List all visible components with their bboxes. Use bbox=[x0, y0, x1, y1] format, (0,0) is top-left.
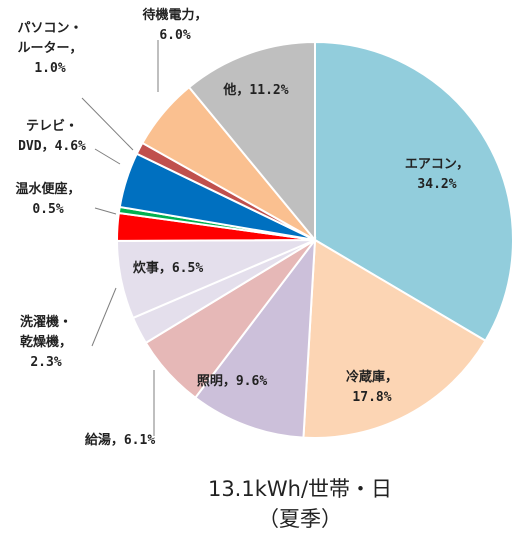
slice-label-line: 他，11.2% bbox=[222, 82, 288, 98]
leader-line bbox=[94, 207, 117, 215]
slice-label: 給湯，6.1% bbox=[85, 432, 155, 448]
slice-label: 炊事，6.5% bbox=[133, 260, 203, 276]
slice-label-line: 待機電力， bbox=[141, 7, 207, 23]
slice-label-line: 給湯，6.1% bbox=[85, 432, 155, 448]
slice-label: 温水便座， 0.5% bbox=[15, 181, 80, 217]
slice-label-line: 洗濯機・ bbox=[20, 314, 72, 330]
pie-slices bbox=[115, 40, 514, 439]
slice-label-line: 炊事，6.5% bbox=[133, 260, 203, 276]
pie-slice bbox=[193, 236, 317, 439]
slice-label-line: 6.0% bbox=[159, 28, 190, 43]
slice-label-line: 0.5% bbox=[32, 202, 63, 217]
slice-label-line: DVD，4.6% bbox=[18, 139, 86, 154]
slice-label: 冷蔵庫， 17.8% bbox=[346, 369, 398, 405]
slice-label-line: ルーター， bbox=[17, 41, 82, 56]
slice-label: 他，11.2% bbox=[222, 82, 288, 98]
slice-label-line: 17.8% bbox=[352, 390, 391, 405]
slice-label-line: 乾燥機， bbox=[20, 334, 72, 350]
slice-label: 洗濯機・乾燥機， 2.3% bbox=[20, 314, 72, 370]
pie-slice bbox=[187, 40, 316, 243]
slice-label-line: 34.2% bbox=[417, 177, 456, 192]
slice-label-line: 照明，9.6% bbox=[197, 374, 267, 389]
leader-line bbox=[91, 287, 117, 347]
slice-label: 待機電力， 6.0% bbox=[141, 7, 207, 43]
leader-line bbox=[81, 97, 134, 151]
slice-label-line: 1.0% bbox=[34, 61, 65, 76]
pie-slice bbox=[302, 238, 487, 439]
chart-title: 13.1kWh/世帯・日 bbox=[208, 477, 392, 501]
pie-slice bbox=[314, 40, 514, 343]
slice-labels: エアコン， 34.2% 冷蔵庫， 17.8% 照明，9.6% 給湯，6.1% 洗濯機・乾燥機… bbox=[15, 7, 469, 448]
slice-label-line: エアコン， bbox=[405, 157, 469, 172]
chart-subtitle: （夏季） bbox=[258, 507, 342, 531]
slice-label: テレビ・ DVD，4.6% bbox=[18, 118, 86, 154]
leader-line bbox=[94, 148, 121, 165]
slice-label-line: 冷蔵庫， bbox=[346, 369, 398, 385]
slice-label-line: テレビ・ bbox=[26, 118, 78, 134]
slice-label-line: 2.3% bbox=[30, 355, 61, 370]
slice-label-line: パソコン・ bbox=[17, 21, 82, 36]
slice-label: エアコン， 34.2% bbox=[405, 157, 469, 192]
leader-lines bbox=[81, 40, 159, 436]
slice-label-line: 温水便座， bbox=[15, 181, 80, 197]
slice-label: パソコン・ルーター， 1.0% bbox=[17, 21, 82, 76]
slice-label: 照明，9.6% bbox=[197, 374, 267, 389]
